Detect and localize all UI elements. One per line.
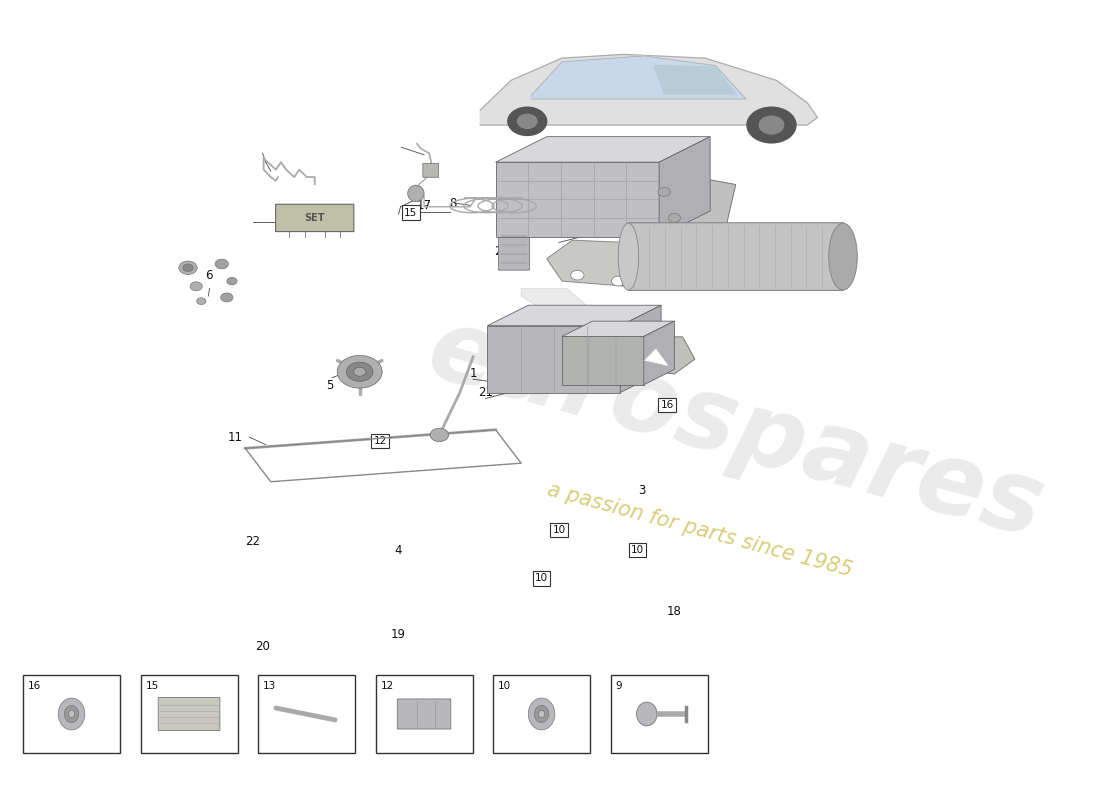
Polygon shape <box>644 321 674 385</box>
Bar <box>23 675 120 753</box>
Text: 4: 4 <box>395 544 403 557</box>
Ellipse shape <box>353 367 366 376</box>
Text: 16: 16 <box>29 681 42 691</box>
Ellipse shape <box>535 706 549 722</box>
Text: 12: 12 <box>381 681 394 691</box>
Ellipse shape <box>669 214 681 222</box>
Text: a passion for parts since 1985: a passion for parts since 1985 <box>546 480 855 581</box>
Text: 13: 13 <box>263 681 276 691</box>
Text: 7: 7 <box>704 278 712 291</box>
Text: 17: 17 <box>417 198 431 212</box>
Text: 8: 8 <box>449 197 456 210</box>
Ellipse shape <box>68 710 75 718</box>
Text: 10: 10 <box>631 545 645 555</box>
Ellipse shape <box>618 223 639 290</box>
Ellipse shape <box>647 266 661 276</box>
Ellipse shape <box>58 698 85 730</box>
Ellipse shape <box>508 107 547 135</box>
Ellipse shape <box>571 270 584 280</box>
Text: 10: 10 <box>552 525 565 535</box>
Polygon shape <box>654 66 736 94</box>
Polygon shape <box>496 137 711 162</box>
Text: 10: 10 <box>498 681 512 691</box>
Ellipse shape <box>612 276 625 286</box>
Ellipse shape <box>408 186 425 202</box>
FancyBboxPatch shape <box>628 222 844 290</box>
Ellipse shape <box>227 278 238 285</box>
Text: 10: 10 <box>535 574 548 583</box>
Ellipse shape <box>197 298 206 305</box>
Text: 11: 11 <box>228 430 242 444</box>
Ellipse shape <box>759 116 783 134</box>
Ellipse shape <box>518 114 537 128</box>
Polygon shape <box>644 348 669 366</box>
Polygon shape <box>562 321 674 337</box>
Ellipse shape <box>539 710 544 718</box>
Text: 1: 1 <box>470 367 477 381</box>
Text: 19: 19 <box>390 627 406 641</box>
Text: 9: 9 <box>798 227 805 240</box>
Text: 2: 2 <box>494 245 502 258</box>
Ellipse shape <box>190 282 202 290</box>
Ellipse shape <box>65 706 79 722</box>
Polygon shape <box>628 337 695 374</box>
Ellipse shape <box>346 362 373 382</box>
Ellipse shape <box>747 107 796 143</box>
Polygon shape <box>481 54 817 125</box>
Polygon shape <box>531 56 746 99</box>
Text: 3: 3 <box>638 484 646 497</box>
FancyBboxPatch shape <box>397 699 451 729</box>
Polygon shape <box>620 306 661 393</box>
Ellipse shape <box>179 261 197 274</box>
Text: 15: 15 <box>145 681 158 691</box>
Polygon shape <box>547 240 674 289</box>
Text: eurospares: eurospares <box>418 301 1054 558</box>
Ellipse shape <box>221 293 233 302</box>
Text: 18: 18 <box>667 606 682 618</box>
Polygon shape <box>487 306 661 326</box>
Bar <box>141 675 238 753</box>
Text: 6: 6 <box>205 269 212 282</box>
Text: 15: 15 <box>404 208 417 218</box>
FancyBboxPatch shape <box>422 163 439 178</box>
Ellipse shape <box>183 264 194 271</box>
Polygon shape <box>659 137 711 237</box>
FancyBboxPatch shape <box>276 204 354 231</box>
Text: 21: 21 <box>477 386 493 399</box>
Ellipse shape <box>338 355 382 388</box>
Text: 22: 22 <box>245 534 260 548</box>
Polygon shape <box>487 326 620 393</box>
FancyBboxPatch shape <box>158 698 220 730</box>
Text: 20: 20 <box>255 640 270 654</box>
FancyBboxPatch shape <box>498 228 529 270</box>
Text: 5: 5 <box>327 378 333 392</box>
Polygon shape <box>521 289 593 318</box>
Bar <box>375 675 473 753</box>
Ellipse shape <box>528 698 554 730</box>
Bar <box>493 675 590 753</box>
Ellipse shape <box>430 428 449 442</box>
Text: SET: SET <box>305 213 324 223</box>
Bar <box>258 675 355 753</box>
Text: 9: 9 <box>616 681 623 691</box>
Ellipse shape <box>658 187 670 196</box>
Ellipse shape <box>637 702 657 726</box>
Ellipse shape <box>828 223 857 290</box>
Polygon shape <box>496 162 659 237</box>
Text: 16: 16 <box>661 400 674 410</box>
Polygon shape <box>562 337 644 385</box>
Polygon shape <box>654 177 736 229</box>
Bar <box>610 675 707 753</box>
Text: 12: 12 <box>374 436 387 446</box>
Ellipse shape <box>216 259 229 269</box>
